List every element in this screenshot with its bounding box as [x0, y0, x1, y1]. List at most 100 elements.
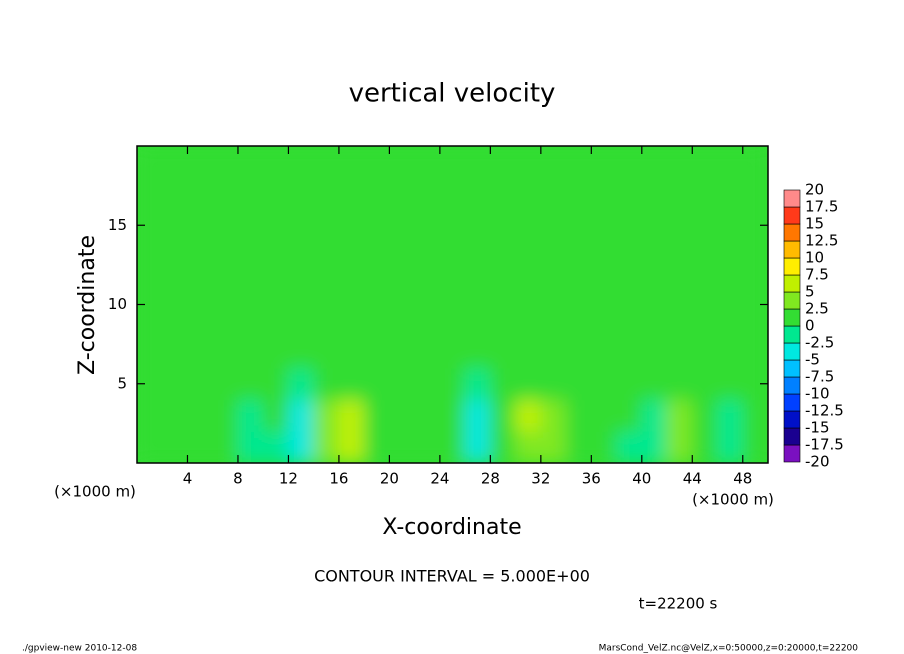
field-cell	[439, 146, 466, 179]
field-cell	[742, 304, 768, 337]
field-cell	[515, 335, 542, 369]
field-cell	[287, 208, 315, 242]
field-cell	[691, 177, 719, 210]
field-cell	[565, 430, 592, 463]
field-cell	[540, 335, 567, 369]
field-cell	[742, 240, 768, 274]
field-cell	[186, 177, 214, 210]
field-cell	[742, 335, 768, 369]
field-cell	[515, 208, 542, 242]
colorbar-label: -15	[805, 419, 830, 437]
field-cell	[237, 367, 264, 401]
field-cell	[565, 399, 592, 432]
field-cell	[212, 304, 239, 337]
field-cell	[212, 367, 239, 401]
field-cell	[137, 272, 163, 305]
field-cell	[212, 335, 239, 369]
field-cell	[439, 367, 466, 401]
field-cell	[616, 399, 643, 432]
field-cell	[691, 304, 719, 337]
field-cell	[363, 399, 390, 432]
colorbar-label: 12.5	[805, 232, 838, 250]
field-cell	[590, 240, 618, 274]
field-cell	[186, 146, 214, 179]
field-cell	[565, 335, 592, 369]
field-cell	[489, 399, 517, 432]
field-cell	[666, 399, 693, 432]
field-cell	[489, 335, 517, 369]
x-axis-label: X-coordinate	[382, 515, 521, 540]
field-cell	[414, 335, 441, 369]
colorbar-label: -17.5	[805, 436, 844, 454]
field-cell	[717, 177, 744, 210]
field-cell	[691, 335, 719, 369]
colorbar-label: -5	[805, 351, 820, 369]
field-cell	[590, 304, 618, 337]
field-cell	[641, 335, 668, 369]
field-cell	[287, 399, 315, 432]
field-cell	[212, 177, 239, 210]
field-cell	[338, 272, 365, 305]
field-cell	[540, 367, 567, 401]
field-cell	[161, 177, 188, 210]
field-cell	[641, 272, 668, 305]
colorbar: -20-17.5-15-12.5-10-7.5-5-2.502.557.5101…	[783, 181, 844, 471]
field-cell	[691, 240, 719, 274]
colorbar-label: 17.5	[805, 198, 838, 216]
field-cell	[717, 304, 744, 337]
field-cell	[161, 430, 188, 463]
field-cell	[313, 146, 340, 179]
field-cell	[262, 367, 289, 401]
y-tick-label: 15	[108, 216, 127, 234]
field-cell	[137, 399, 163, 432]
field-cell	[313, 430, 340, 463]
field-cell	[137, 240, 163, 274]
field-cell	[515, 304, 542, 337]
field-cell	[439, 208, 466, 242]
field-cell	[641, 240, 668, 274]
field-cell	[287, 430, 315, 463]
field-cell	[590, 208, 618, 242]
colorbar-label: 15	[805, 215, 824, 233]
field-cell	[363, 430, 390, 463]
field-cell	[565, 208, 592, 242]
field-cell	[439, 335, 466, 369]
field-cell	[515, 272, 542, 305]
field-cell	[338, 367, 365, 401]
field-cell	[616, 430, 643, 463]
field-cell	[666, 335, 693, 369]
field-cell	[464, 335, 491, 369]
field-cell	[414, 240, 441, 274]
field-cell	[666, 304, 693, 337]
field-cell	[313, 208, 340, 242]
field-cell	[414, 177, 441, 210]
field-cell	[717, 146, 744, 179]
field-cell	[717, 335, 744, 369]
colorbar-label: 2.5	[805, 300, 829, 318]
cells	[137, 146, 768, 463]
field-cell	[186, 399, 214, 432]
field-cell	[641, 430, 668, 463]
field-cell	[540, 430, 567, 463]
field-cell	[287, 240, 315, 274]
field-cell	[137, 304, 163, 337]
field-cell	[414, 272, 441, 305]
field-cell	[464, 430, 491, 463]
field-cell	[186, 304, 214, 337]
colorbar-label: 10	[805, 249, 824, 267]
y-tick-label: 5	[117, 374, 127, 392]
field-cell	[363, 335, 390, 369]
field-cell	[186, 335, 214, 369]
field-cell	[464, 304, 491, 337]
field-cell	[388, 272, 416, 305]
field-cell	[565, 272, 592, 305]
field-cell	[489, 304, 517, 337]
field-cell	[237, 272, 264, 305]
field-cell	[414, 208, 441, 242]
field-cell	[464, 399, 491, 432]
field-cell	[590, 272, 618, 305]
field-cell	[212, 240, 239, 274]
field-cell	[691, 208, 719, 242]
field-cell	[717, 430, 744, 463]
field-cell	[489, 430, 517, 463]
